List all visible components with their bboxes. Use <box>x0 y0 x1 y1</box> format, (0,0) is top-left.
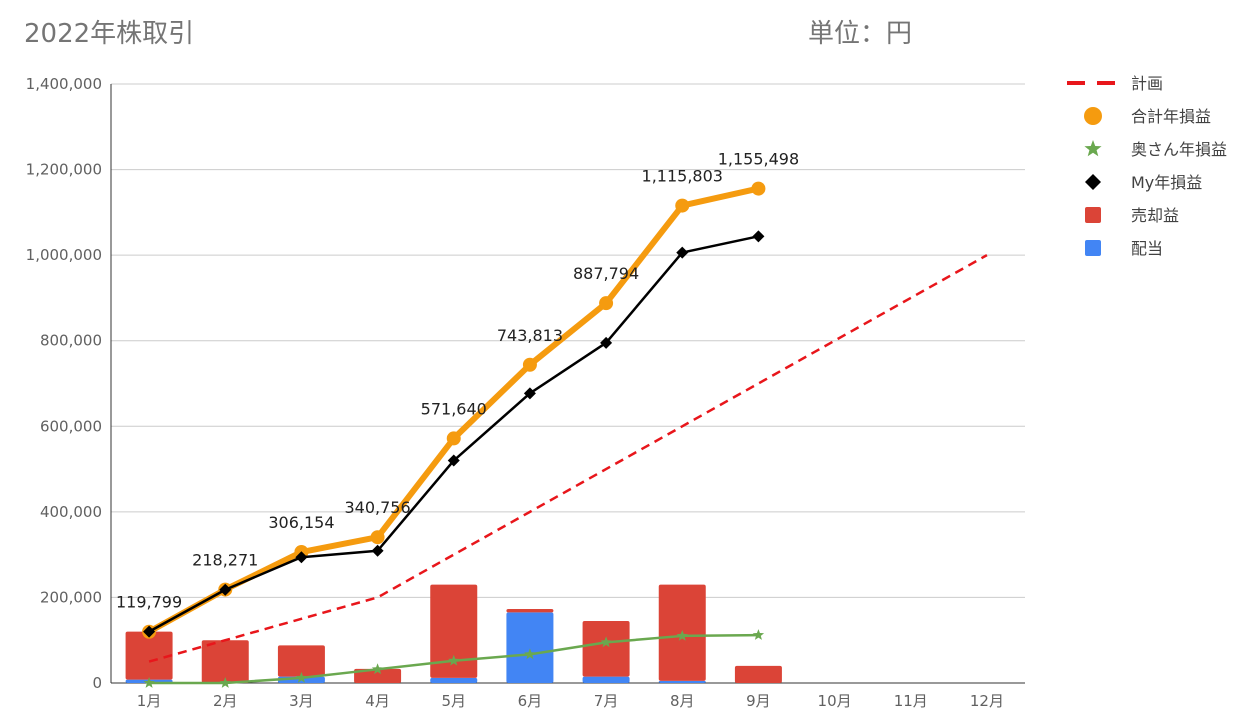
point <box>219 583 232 596</box>
series-My年損益 <box>143 230 765 638</box>
point <box>1084 107 1102 125</box>
point <box>523 387 536 400</box>
x-tick-label: 7月 <box>594 692 619 710</box>
legend-item: 合計年損益 <box>1084 107 1211 126</box>
bar <box>582 676 630 683</box>
point <box>143 677 155 688</box>
legend-item: 奥さん年損益 <box>1084 140 1227 159</box>
y-tick-label: 200,000 <box>40 588 102 606</box>
point <box>524 648 536 660</box>
point <box>752 629 765 640</box>
y-tick-label: 1,400,000 <box>26 75 102 93</box>
point <box>676 629 688 641</box>
legend-item: 配当 <box>1085 239 1163 258</box>
x-tick-label: 8月 <box>670 692 695 710</box>
point <box>446 431 461 446</box>
bar <box>201 640 249 683</box>
data-label: 340,756 <box>344 498 410 517</box>
point <box>1084 140 1102 157</box>
point <box>1085 174 1101 190</box>
point <box>370 530 385 545</box>
point <box>447 454 460 467</box>
series-合計年損益 <box>142 181 766 639</box>
data-labels: 119,799 218,271 306,154 340,756 571,640 743,8… <box>116 150 799 612</box>
x-tick-label: 4月 <box>365 692 390 710</box>
line-series <box>142 181 988 688</box>
legend-swatch <box>1085 240 1101 256</box>
legend-item: 計画 <box>1067 74 1163 93</box>
point <box>600 336 613 349</box>
x-tick-label: 11月 <box>894 692 928 710</box>
legend-label: 売却益 <box>1131 206 1179 225</box>
data-label: 1,155,498 <box>718 150 799 169</box>
bar <box>430 677 478 683</box>
point <box>751 181 766 196</box>
point <box>600 636 612 648</box>
x-tick-label: 9月 <box>746 692 771 710</box>
point <box>143 625 156 638</box>
legend-item: 売却益 <box>1085 206 1179 225</box>
legend-label: 配当 <box>1131 239 1163 258</box>
legend-label: 合計年損益 <box>1131 107 1211 126</box>
point <box>448 654 460 666</box>
bar <box>734 665 782 683</box>
series-line <box>148 254 988 663</box>
data-label: 306,154 <box>268 513 334 532</box>
series-計画 <box>148 254 988 663</box>
bar <box>277 645 325 677</box>
bar <box>430 584 478 678</box>
x-tick-label: 6月 <box>518 692 543 710</box>
bar <box>658 680 706 683</box>
x-tick-label: 1月 <box>137 692 162 710</box>
y-tick-label: 400,000 <box>40 503 102 521</box>
x-axis: 1月 2月 3月 4月 5月 6月 7月 8月 9月 10月 11月 12月 <box>137 692 1004 710</box>
data-label: 119,799 <box>116 593 182 612</box>
data-label: 218,271 <box>192 551 258 570</box>
series-奥さん年損益 <box>143 629 765 688</box>
legend-label: My年損益 <box>1131 173 1202 192</box>
data-label: 887,794 <box>573 264 639 283</box>
legend-swatch <box>1085 207 1101 223</box>
legend-item: My年損益 <box>1085 173 1202 192</box>
point <box>295 671 308 683</box>
bar <box>506 612 554 683</box>
y-tick-label: 800,000 <box>40 332 102 350</box>
bar <box>506 608 554 613</box>
bar <box>582 620 630 677</box>
legend-label: 奥さん年損益 <box>1131 140 1227 159</box>
point <box>752 230 765 243</box>
bar <box>125 631 173 680</box>
data-label: 1,115,803 <box>642 167 723 186</box>
point <box>676 246 689 259</box>
point <box>219 677 231 688</box>
gridlines <box>111 83 1025 684</box>
point <box>522 357 537 372</box>
y-axis: 0 200,000 400,000 600,000 800,000 1,000,000 1,… <box>26 75 112 692</box>
y-tick-label: 1,000,000 <box>26 246 102 264</box>
legend-label: 計画 <box>1131 74 1163 93</box>
point <box>675 198 690 213</box>
data-label: 571,640 <box>421 399 487 418</box>
chart-title: 2022年株取引 <box>24 19 194 49</box>
y-tick-label: 0 <box>92 674 102 692</box>
unit-label: 単位：円 <box>808 19 912 49</box>
y-tick-label: 600,000 <box>40 417 102 435</box>
x-tick-label: 10月 <box>818 692 852 710</box>
point <box>371 663 384 675</box>
point <box>371 544 384 557</box>
bar <box>354 668 402 683</box>
y-tick-label: 1,200,000 <box>26 161 102 179</box>
x-tick-label: 12月 <box>970 692 1004 710</box>
x-tick-label: 2月 <box>213 692 238 710</box>
point <box>599 296 614 311</box>
x-tick-label: 3月 <box>289 692 314 710</box>
x-tick-label: 5月 <box>441 692 466 710</box>
point <box>295 551 308 564</box>
data-label: 743,813 <box>497 326 563 345</box>
